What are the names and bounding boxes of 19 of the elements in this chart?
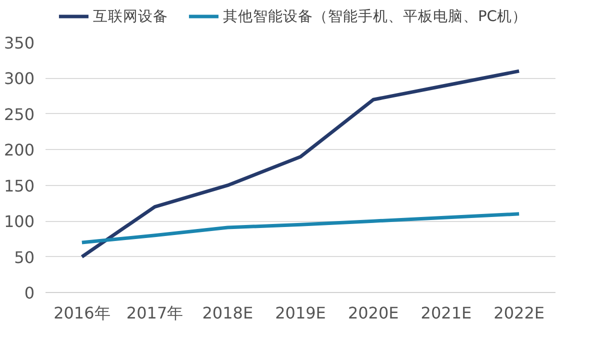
y-tick-label: 100: [4, 212, 35, 232]
x-tick-label: 2016年: [54, 304, 110, 322]
x-tick-label: 2019E: [275, 304, 326, 322]
x-tick-label: 2017年: [126, 304, 184, 322]
line-series: [80, 69, 521, 259]
y-tick-label: 300: [4, 69, 35, 88]
x-tick-label: 2020E: [348, 304, 399, 322]
y-tick-label: 250: [4, 104, 35, 124]
y-tick-label: 350: [4, 34, 35, 52]
line-series: [80, 212, 521, 244]
x-tick-label: 2022E: [494, 304, 544, 322]
x-tick-label: 2018E: [202, 304, 254, 322]
x-tick-label: 2021E: [420, 304, 472, 322]
y-tick-label: 0: [24, 284, 35, 302]
legend-label: 互联网设备: [92, 6, 168, 26]
y-tick-label: 200: [4, 140, 35, 160]
y-tick-label: 150: [4, 176, 35, 196]
legend-label: 其他智能设备（智能手机、平板电脑、PC机）: [222, 6, 528, 26]
y-tick-label: 50: [14, 248, 34, 267]
